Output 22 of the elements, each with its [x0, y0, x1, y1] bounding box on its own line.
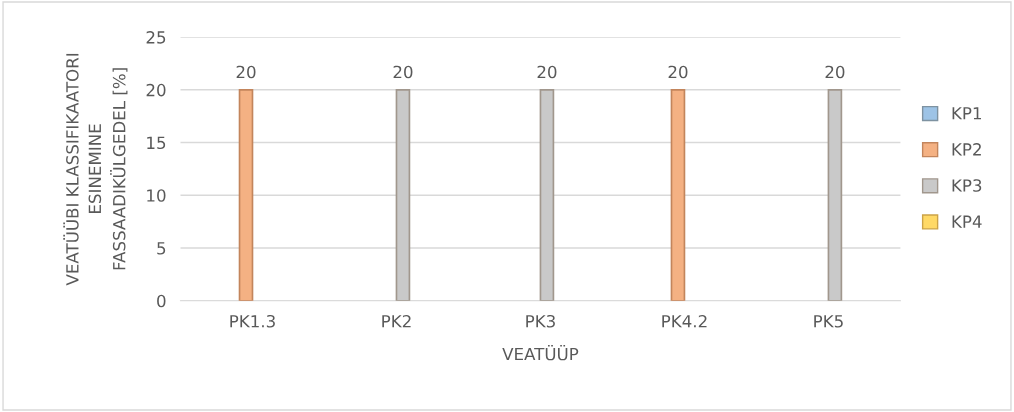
- data-label: 20: [537, 65, 557, 79]
- y-tick-label: 25: [146, 31, 166, 44]
- data-label: 20: [393, 65, 413, 79]
- legend-label: KP1: [952, 107, 982, 120]
- y-tick-label: 0: [157, 294, 166, 308]
- y-tick-label: 5: [157, 242, 166, 255]
- x-tick-label: PK4.2: [662, 314, 707, 328]
- x-tick-label: PK2: [382, 314, 411, 328]
- x-tick-label: PK5: [814, 315, 843, 328]
- legend-label: KP4: [952, 215, 982, 228]
- y-tick-label: 10: [147, 189, 166, 202]
- y-axis-title: VEATÜÜBI KLASSIFIKAATORI ESINEMINE FASSAADIKÜLGEDEL [%]: [63, 53, 128, 286]
- x-tick-label: PK3: [526, 314, 555, 328]
- data-label: 20: [668, 65, 688, 79]
- x-tick-label: PK1.3: [230, 314, 275, 328]
- data-label: 20: [825, 65, 845, 79]
- legend-label: KP3: [952, 179, 982, 192]
- x-axis-title: VEATÜÜP: [502, 344, 579, 361]
- y-tick-label: 20: [146, 83, 166, 97]
- data-label: 20: [236, 65, 256, 79]
- y-tick-label: 15: [147, 136, 166, 150]
- legend-label: KP2: [952, 143, 981, 156]
